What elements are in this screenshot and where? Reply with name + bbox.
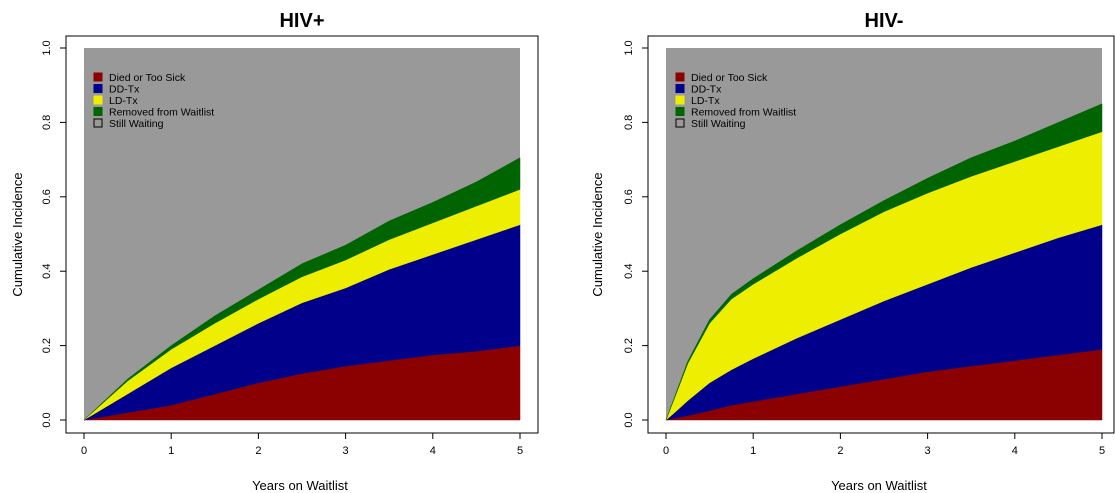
legend-label: Removed from Waitlist bbox=[691, 107, 796, 119]
legend-label: Still Waiting bbox=[109, 118, 164, 130]
legend-label: Removed from Waitlist bbox=[109, 107, 214, 119]
x-tick-label: 2 bbox=[255, 445, 261, 457]
legend-swatch bbox=[93, 118, 103, 128]
y-tick-label: 0.6 bbox=[623, 189, 635, 204]
legend-swatch bbox=[93, 72, 103, 82]
x-tick-label: 4 bbox=[1012, 445, 1018, 457]
x-tick-label: 4 bbox=[430, 445, 436, 457]
x-tick-label: 3 bbox=[343, 445, 349, 457]
x-tick-label: 0 bbox=[81, 445, 87, 457]
legend-label: Died or Too Sick bbox=[691, 72, 768, 84]
x-tick-label: 5 bbox=[1099, 445, 1105, 457]
x-tick-label: 0 bbox=[663, 445, 669, 457]
legend-swatch bbox=[93, 107, 103, 116]
y-tick-label: 1.0 bbox=[41, 40, 53, 55]
y-tick-label: 0.8 bbox=[623, 115, 635, 130]
legend-swatch bbox=[93, 84, 103, 93]
y-tick-label: 1.0 bbox=[623, 40, 635, 55]
y-tick-label: 0.4 bbox=[623, 264, 635, 279]
legend-label: DD-Tx bbox=[109, 84, 140, 96]
legend-swatch bbox=[93, 95, 103, 105]
x-tick-label: 3 bbox=[925, 445, 931, 457]
y-tick-label: 0.0 bbox=[41, 412, 53, 427]
x-axis-label: Years on Waitlist bbox=[252, 478, 348, 493]
legend-label: LD-Tx bbox=[691, 95, 720, 107]
y-tick-label: 0.4 bbox=[41, 264, 53, 279]
y-tick-label: 0.6 bbox=[41, 189, 53, 204]
legend-swatch bbox=[675, 72, 685, 82]
legend-label: LD-Tx bbox=[109, 95, 138, 107]
y-tick-label: 0.2 bbox=[41, 338, 53, 353]
x-tick-label: 1 bbox=[750, 445, 756, 457]
chart-title: HIV- bbox=[865, 10, 904, 32]
y-tick-label: 0.0 bbox=[623, 412, 635, 427]
legend-swatch bbox=[675, 95, 685, 105]
x-axis-label: Years on Waitlist bbox=[831, 478, 927, 493]
x-tick-label: 2 bbox=[837, 445, 843, 457]
y-axis-label: Cumulative Incidence bbox=[590, 172, 605, 296]
area-removed-from-waitlist bbox=[665, 103, 1103, 421]
legend-label: DD-Tx bbox=[691, 84, 722, 96]
y-axis-label: Cumulative Incidence bbox=[10, 172, 25, 296]
panel-hiv-positive: HIV+ 0 1 2 3 4 5 0.0 0.2 0.4 0.6 0.8 1.0 Years on Wai… bbox=[10, 10, 539, 493]
legend-swatch bbox=[675, 84, 685, 93]
x-tick-label: 5 bbox=[517, 445, 523, 457]
y-tick-label: 0.2 bbox=[623, 338, 635, 353]
legend-swatch bbox=[675, 118, 685, 128]
panel-hiv-negative: HIV- 0 1 2 3 4 5 0.0 0.2 0.4 0.6 0.8 1.0 Years on Wai… bbox=[590, 10, 1115, 493]
legend-swatch bbox=[675, 107, 685, 116]
legend-label: Still Waiting bbox=[691, 118, 746, 130]
legend-label: Died or Too Sick bbox=[109, 72, 186, 84]
area-removed-from-waitlist bbox=[83, 157, 521, 421]
x-tick-label: 1 bbox=[168, 445, 174, 457]
chart-title: HIV+ bbox=[279, 10, 324, 32]
y-tick-label: 0.8 bbox=[41, 115, 53, 130]
